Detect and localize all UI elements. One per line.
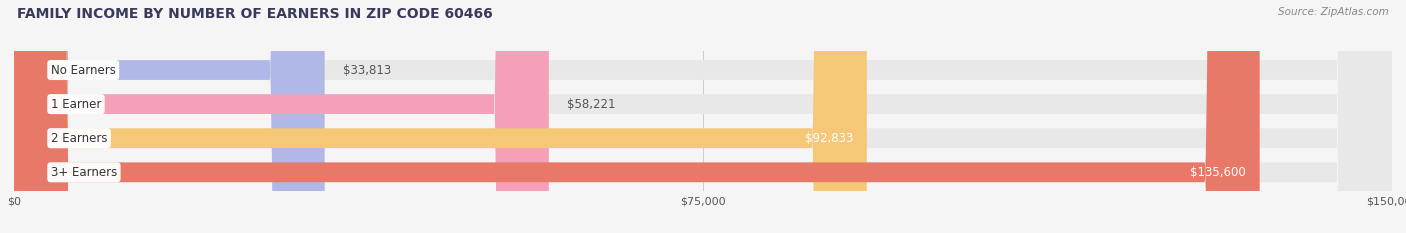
Text: FAMILY INCOME BY NUMBER OF EARNERS IN ZIP CODE 60466: FAMILY INCOME BY NUMBER OF EARNERS IN ZI…: [17, 7, 492, 21]
FancyBboxPatch shape: [14, 0, 1392, 233]
Text: 3+ Earners: 3+ Earners: [51, 166, 117, 179]
FancyBboxPatch shape: [14, 0, 1392, 233]
FancyBboxPatch shape: [14, 0, 548, 233]
FancyBboxPatch shape: [14, 0, 1392, 233]
Text: 1 Earner: 1 Earner: [51, 98, 101, 111]
Text: No Earners: No Earners: [51, 64, 115, 76]
FancyBboxPatch shape: [14, 0, 325, 233]
Text: 2 Earners: 2 Earners: [51, 132, 107, 145]
Text: $135,600: $135,600: [1189, 166, 1246, 179]
FancyBboxPatch shape: [14, 0, 1260, 233]
Text: $33,813: $33,813: [343, 64, 391, 76]
Text: $58,221: $58,221: [567, 98, 616, 111]
Text: $92,833: $92,833: [804, 132, 853, 145]
Text: Source: ZipAtlas.com: Source: ZipAtlas.com: [1278, 7, 1389, 17]
FancyBboxPatch shape: [14, 0, 1392, 233]
FancyBboxPatch shape: [14, 0, 868, 233]
